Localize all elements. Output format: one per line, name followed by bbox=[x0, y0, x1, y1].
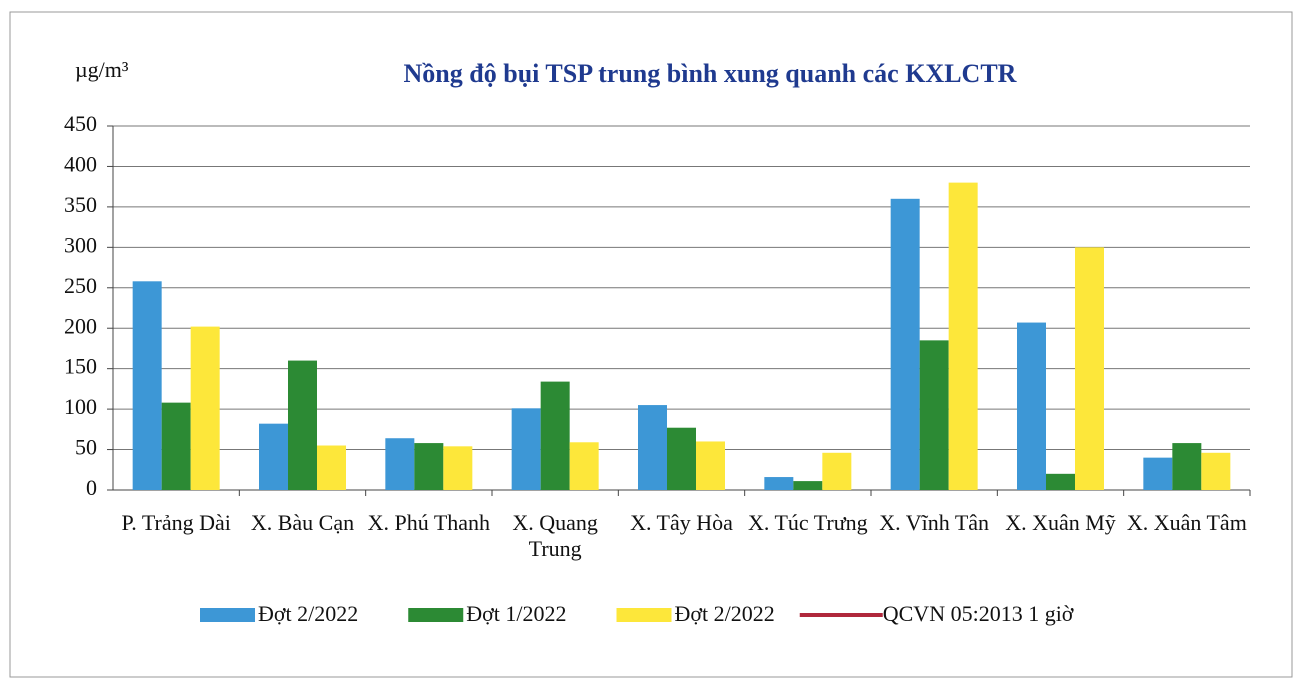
bar bbox=[511, 408, 541, 490]
bar bbox=[1201, 452, 1231, 490]
bar bbox=[822, 452, 852, 490]
bar bbox=[764, 477, 794, 490]
y-tick-label: 0 bbox=[86, 475, 97, 500]
bar bbox=[1046, 473, 1075, 490]
x-tick-label: X. Xuân Mỹ bbox=[1005, 510, 1116, 535]
bar bbox=[948, 182, 978, 490]
y-tick-label: 200 bbox=[64, 313, 97, 338]
y-tick-label: 350 bbox=[64, 192, 97, 217]
y-axis-label: µg/m³ bbox=[75, 57, 129, 82]
y-tick-label: 450 bbox=[64, 111, 97, 136]
bar bbox=[443, 446, 473, 490]
bar bbox=[569, 442, 599, 490]
x-tick-label: P. Trảng Dài bbox=[121, 510, 231, 535]
bar bbox=[696, 441, 725, 490]
bar bbox=[793, 481, 823, 490]
y-tick-label: 250 bbox=[64, 273, 97, 298]
x-tick-label: X. Vĩnh Tân bbox=[879, 510, 990, 535]
y-tick-label: 400 bbox=[64, 151, 97, 176]
x-tick-label: X. Bàu Cạn bbox=[250, 510, 355, 535]
bar bbox=[1172, 443, 1202, 490]
bar bbox=[1075, 247, 1104, 490]
bar bbox=[132, 281, 162, 490]
x-tick-label: X. Túc Trưng bbox=[747, 510, 868, 535]
legend-label: Đợt 2/2022 bbox=[258, 601, 358, 626]
x-tick-label-box: X. Tây Hòa bbox=[630, 510, 733, 535]
bar bbox=[161, 402, 191, 490]
bar bbox=[317, 445, 346, 490]
legend-label: Đợt 2/2022 bbox=[675, 601, 775, 626]
x-tick-label: X. Quang Trung bbox=[512, 510, 598, 561]
bar bbox=[638, 405, 667, 490]
legend-label: Đợt 1/2022 bbox=[466, 601, 566, 626]
x-tick-label-box: X. Xuân Mỹ bbox=[1005, 510, 1116, 535]
x-tick-label-box: X. Phú Thanh bbox=[367, 510, 491, 535]
x-tick-label: X. Xuân Tâm bbox=[1126, 510, 1247, 535]
x-tick-label: X. Phú Thanh bbox=[367, 510, 491, 535]
bar bbox=[667, 427, 696, 490]
bar bbox=[385, 438, 415, 490]
legend-swatch bbox=[408, 608, 464, 622]
bar bbox=[414, 443, 444, 490]
bar bbox=[919, 340, 949, 490]
y-tick-label: 300 bbox=[64, 232, 97, 257]
y-tick-label: 50 bbox=[75, 435, 97, 460]
y-tick-label: 150 bbox=[64, 354, 97, 379]
chart-title: Nồng độ bụi TSP trung bình xung quanh cá… bbox=[404, 59, 1017, 88]
bar bbox=[190, 326, 220, 490]
legend-swatch bbox=[200, 608, 255, 622]
legend-label: QCVN 05:2013 1 giờ bbox=[883, 601, 1074, 626]
x-tick-label: X. Tây Hòa bbox=[630, 510, 733, 535]
x-tick-label-box: X. Túc Trưng bbox=[747, 510, 868, 535]
x-tick-label-box: X. Xuân Tâm bbox=[1126, 510, 1247, 535]
bar bbox=[540, 381, 570, 490]
bar bbox=[1143, 457, 1173, 490]
bar bbox=[259, 423, 288, 490]
legend-swatch bbox=[616, 608, 672, 622]
x-tick-label-box: X. Vĩnh Tân bbox=[879, 510, 990, 535]
bar bbox=[890, 198, 920, 491]
chart-border bbox=[9, 11, 1293, 678]
x-tick-label-box: P. Trảng Dài bbox=[121, 510, 231, 535]
x-tick-label-box: X. Quang Trung bbox=[512, 510, 598, 561]
bar bbox=[1017, 322, 1046, 490]
bar bbox=[288, 360, 317, 490]
y-tick-label: 100 bbox=[64, 394, 97, 419]
x-tick-label-box: X. Bàu Cạn bbox=[250, 510, 355, 535]
